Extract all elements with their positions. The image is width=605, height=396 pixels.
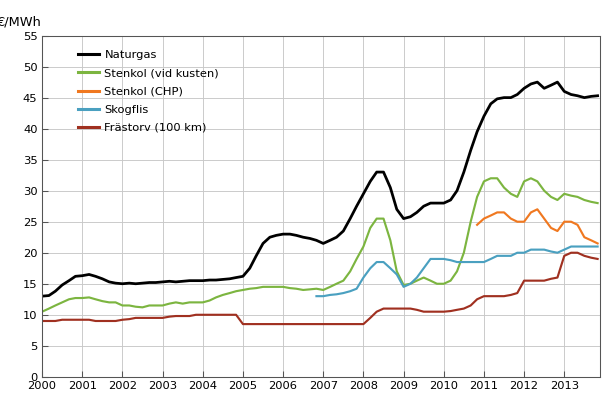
Legend: Naturgas, Stenkol (vid kusten), Stenkol (CHP), Skogflis, Frästorv (100 km): Naturgas, Stenkol (vid kusten), Stenkol … (76, 48, 221, 135)
Text: €/MWh: €/MWh (0, 16, 42, 29)
